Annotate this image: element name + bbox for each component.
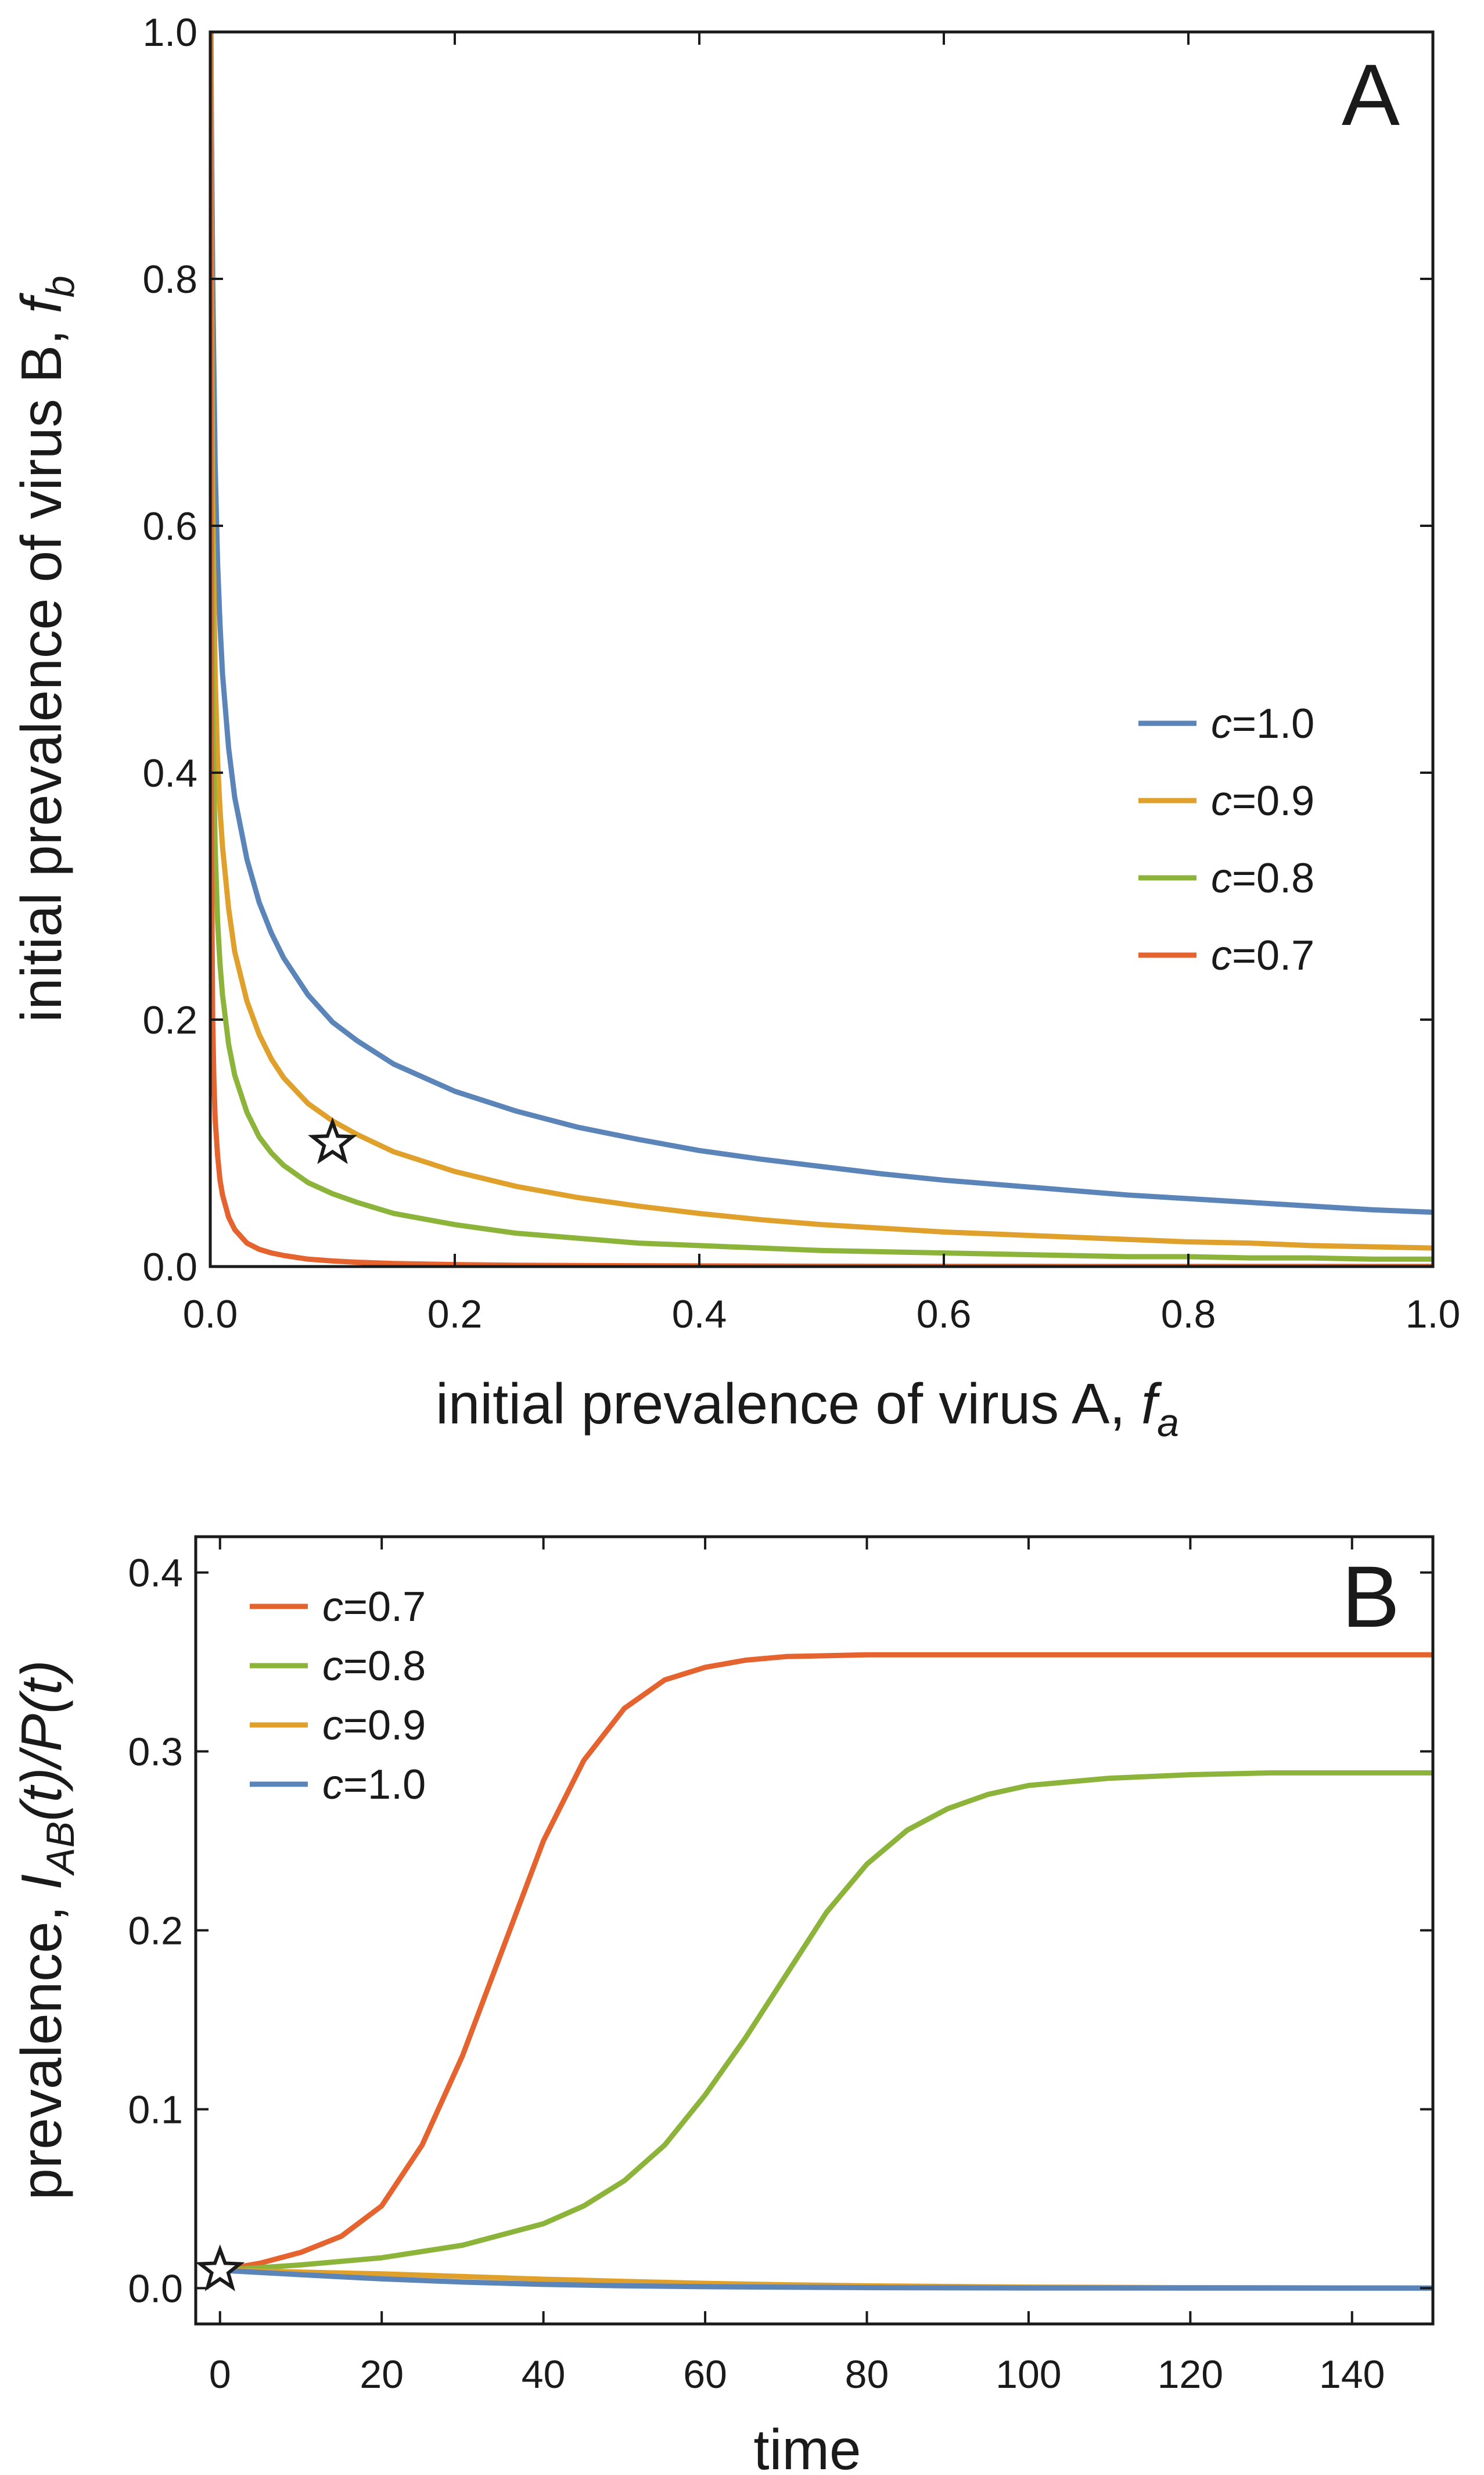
x-tick-label: 40 <box>522 2352 566 2397</box>
legend-label: c=0.7 <box>1211 932 1314 979</box>
x-tick-label: 0.4 <box>672 1292 727 1336</box>
series-line-c-1_0 <box>210 32 1433 1215</box>
x-tick-label: 60 <box>683 2352 727 2397</box>
legend-label: c=0.8 <box>1211 855 1314 902</box>
series-group <box>217 1652 1433 2291</box>
legend-label: c=0.9 <box>1211 778 1314 824</box>
legend-item: c=0.7 <box>1138 932 1314 979</box>
panel-label: B <box>1342 1548 1400 1645</box>
legend: c=1.0 c=0.9 c=0.8 c=0.7 <box>1138 701 1314 979</box>
legend-label: c=1.0 <box>322 1762 426 1808</box>
legend-label: c=0.7 <box>322 1584 426 1630</box>
x-tick-label: 1.0 <box>1406 1292 1461 1336</box>
x-tick-label: 0.2 <box>427 1292 483 1336</box>
legend-item: c=0.8 <box>1138 855 1314 902</box>
legend-item: c=1.0 <box>1138 701 1314 747</box>
x-tick-label: 120 <box>1158 2352 1223 2397</box>
series-line-c-1_0 <box>217 2268 1433 2291</box>
x-axis-label: initial prevalence of virus A, fa <box>436 1372 1179 1445</box>
plot-frame <box>209 30 1435 1268</box>
legend-label: c=1.0 <box>1211 701 1314 747</box>
y-tick-label: 0.8 <box>142 257 197 302</box>
y-tick-label: 0.4 <box>142 751 197 795</box>
legend: c=0.7 c=0.8 c=0.9 c=1.0 <box>250 1584 426 1808</box>
x-tick-label: 0.0 <box>183 1292 238 1336</box>
x-tick-label: 100 <box>996 2352 1061 2397</box>
series-line-c-0_8 <box>210 32 1433 1262</box>
y-tick-label: 0.2 <box>142 998 197 1042</box>
y-tick-label: 0.6 <box>142 504 197 548</box>
panel-label: A <box>1342 46 1400 144</box>
x-tick-label: 20 <box>360 2352 404 2397</box>
legend-item: c=0.9 <box>1138 778 1314 824</box>
legend-item: c=0.7 <box>250 1584 426 1630</box>
y-tick-label: 0.4 <box>128 1551 183 1595</box>
star-icon <box>308 1117 357 1164</box>
x-axis-label: time <box>753 2417 861 2475</box>
x-tick-label: 0.8 <box>1161 1292 1216 1336</box>
legend-item: c=1.0 <box>250 1762 426 1808</box>
y-axis-label: initial prevalence of virus B, fb <box>9 275 82 1022</box>
legend-label: c=0.9 <box>322 1702 426 1749</box>
y-tick-label: 0.3 <box>128 1730 183 1774</box>
x-tick-label: 0.6 <box>917 1292 972 1336</box>
y-axis-label: prevalence, IAB(t)/P(t) <box>9 1660 82 2200</box>
y-tick-label: 0.0 <box>128 2266 183 2311</box>
legend-item: c=0.8 <box>250 1643 426 1690</box>
formula: I <box>9 1874 73 1890</box>
series-line-c-0_7 <box>217 1652 1433 2273</box>
y-tick-label: 1.0 <box>142 10 197 55</box>
legend-label: c=0.8 <box>322 1643 426 1690</box>
y-tick-label: 0.0 <box>142 1245 197 1289</box>
series-group <box>210 32 1433 1267</box>
x-tick-label: 0 <box>209 2352 231 2397</box>
panel-b: 0 20 40 60 80 100 120 140 0.0 0.1 0.2 0.3 0.4 time pre… <box>9 1535 1435 2475</box>
panel-a: 0.0 0.2 0.4 0.6 0.8 1.0 0.0 0.2 0.4 0.6 0.8 1.0 init… <box>9 10 1460 1445</box>
star-icon <box>195 2244 245 2291</box>
x-tick-label: 80 <box>845 2352 889 2397</box>
series-line-c-0_8 <box>217 1770 1433 2273</box>
series-line-c-0_7 <box>210 32 1433 1267</box>
x-tick-label: 140 <box>1319 2352 1385 2397</box>
y-tick-label: 0.1 <box>128 2087 183 2132</box>
y-tick-label: 0.2 <box>128 1909 183 1953</box>
series-line-c-0_9 <box>210 32 1433 1251</box>
legend-item: c=0.9 <box>250 1702 426 1749</box>
